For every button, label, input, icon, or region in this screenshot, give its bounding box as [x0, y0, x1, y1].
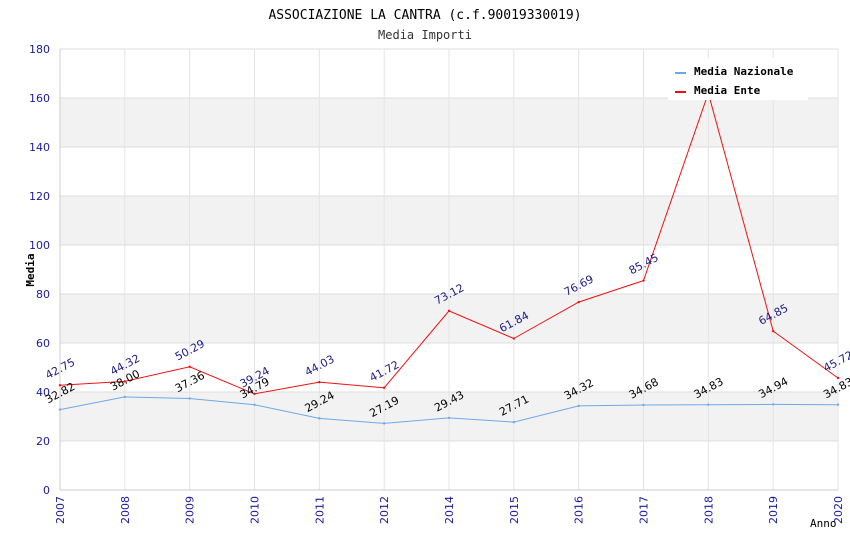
data-point-media-nazionale: [318, 417, 321, 420]
data-point-media-nazionale: [836, 403, 840, 406]
data-point-media-ente: [318, 380, 321, 384]
data-point-media-ente: [771, 329, 775, 333]
data-point-media-nazionale: [512, 420, 516, 424]
axes: [59, 49, 838, 491]
data-point-media-nazionale: [707, 403, 710, 406]
x-tick-label: 2016: [573, 496, 586, 524]
y-tick-label: 100: [29, 239, 50, 252]
data-point-media-nazionale: [577, 404, 580, 408]
legend-entry-media-nazionale: Media Nazionale: [694, 65, 794, 78]
x-tick-label: 2008: [119, 496, 132, 524]
x-tick-labels: 2007 2008 2009 2010 2011 2012 2014 2015 2016 2017…: [54, 496, 845, 524]
data-point-media-ente: [253, 392, 256, 396]
data-point-media-nazionale: [123, 395, 127, 399]
x-tick-label: 2019: [767, 496, 780, 524]
data-point-media-nazionale: [447, 416, 451, 420]
chart-subtitle: Media Importi: [378, 28, 472, 42]
data-point-media-ente: [512, 337, 516, 340]
data-point-media-ente: [382, 386, 386, 389]
chart-title: ASSOCIAZIONE LA CANTRA (c.f.90019330019): [268, 8, 581, 23]
legend-box: [668, 58, 808, 100]
legend: Media Nazionale Media Ente: [668, 58, 808, 100]
x-tick-label: 2009: [184, 496, 197, 524]
x-tick-label: 2011: [313, 496, 326, 524]
data-point-media-nazionale: [382, 422, 386, 425]
x-tick-label: 2020: [832, 496, 845, 524]
data-point-media-nazionale: [771, 403, 775, 406]
data-point-media-ente: [836, 376, 840, 380]
x-tick-label: 2007: [54, 496, 67, 524]
y-tick-label: 40: [36, 386, 50, 399]
x-tick-label: 2014: [443, 496, 456, 524]
data-point-media-ente: [447, 309, 451, 313]
data-point-media-ente: [123, 380, 127, 383]
data-label-media-ente: 45.72: [821, 348, 850, 374]
y-tick-label: 80: [36, 288, 50, 301]
x-tick-label: 2012: [378, 496, 391, 524]
y-tick-label: 180: [29, 43, 50, 56]
x-tick-label: 2015: [508, 496, 521, 524]
x-axis-label: Anno: [810, 517, 837, 530]
y-tick-label: 20: [36, 435, 50, 448]
data-point-media-ente: [642, 279, 645, 282]
data-point-media-ente: [577, 300, 580, 304]
x-tick-label: 2010: [249, 496, 262, 524]
data-point-media-ente: [188, 365, 191, 368]
data-point-media-nazionale: [642, 403, 645, 407]
y-tick-label: 0: [43, 484, 50, 497]
y-tick-label: 60: [36, 337, 50, 350]
x-tick-label: 2018: [702, 496, 715, 524]
y-tick-label: 140: [29, 141, 50, 154]
y-tick-label: 160: [29, 92, 50, 105]
legend-entry-media-ente: Media Ente: [694, 84, 761, 97]
data-point-media-nazionale: [188, 397, 191, 400]
y-tick-labels: 0 20 40 60 80 100 120 140 160 180: [29, 43, 50, 497]
data-point-media-ente: [58, 384, 62, 387]
y-tick-label: 120: [29, 190, 50, 203]
data-point-media-nazionale: [253, 403, 256, 406]
y-axis-label: Media: [24, 253, 37, 286]
x-tick-label: 2017: [638, 496, 651, 524]
data-point-media-nazionale: [58, 408, 62, 411]
